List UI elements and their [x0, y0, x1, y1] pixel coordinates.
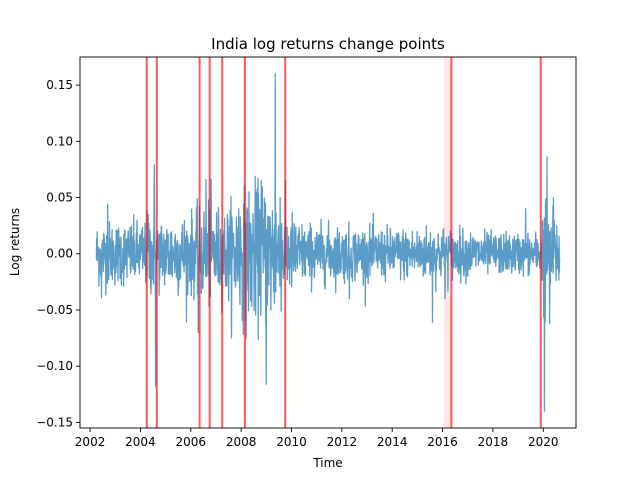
- y-tick-label: 0.00: [46, 247, 73, 261]
- x-tick-label: 2014: [377, 435, 408, 449]
- y-tick-label: −0.15: [36, 415, 73, 429]
- x-tick-label: 2018: [478, 435, 509, 449]
- x-axis-label: Time: [312, 456, 342, 470]
- y-axis-label: Log returns: [8, 208, 22, 276]
- x-tick-label: 2002: [75, 435, 106, 449]
- y-tick-label: 0.05: [46, 191, 73, 205]
- y-tick-label: −0.10: [36, 359, 73, 373]
- y-axis: −0.15 −0.10 −0.05 0.00 0.05 0.10 0.15: [36, 78, 80, 429]
- x-tick-label: 2006: [176, 435, 207, 449]
- x-tick-label: 2012: [327, 435, 358, 449]
- x-tick-label: 2010: [276, 435, 307, 449]
- x-tick-label: 2020: [528, 435, 559, 449]
- y-tick-label: −0.05: [36, 303, 73, 317]
- plot-area: [95, 57, 561, 428]
- plot-frame: [79, 56, 577, 429]
- x-tick-label: 2008: [226, 435, 257, 449]
- x-axis: 2002 2004 2006 2008 2010 2012 2014 2016 2018 2020: [75, 428, 559, 449]
- chart-title: India log returns change points: [211, 35, 445, 53]
- x-tick-label: 2016: [427, 435, 458, 449]
- x-tick-label: 2004: [125, 435, 156, 449]
- y-tick-label: 0.10: [46, 134, 73, 148]
- series-line: [95, 73, 561, 412]
- y-tick-label: 0.15: [46, 78, 73, 92]
